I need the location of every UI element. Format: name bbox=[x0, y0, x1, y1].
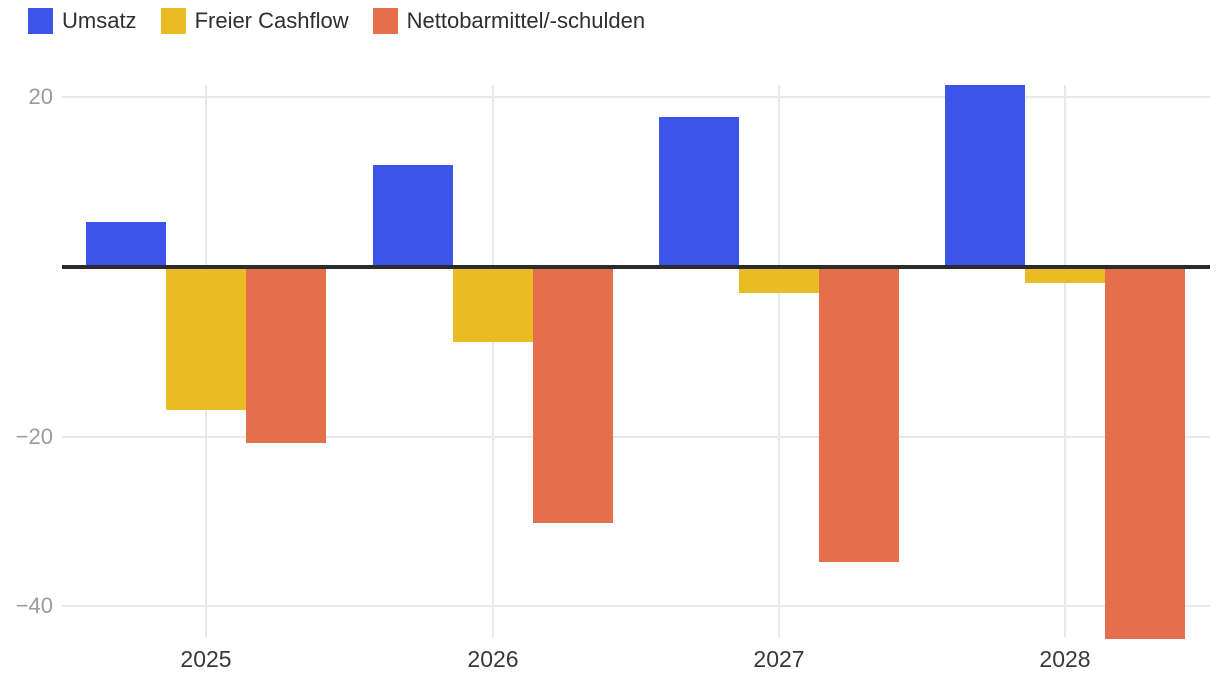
bar-freier-cashflow-2025[interactable] bbox=[166, 267, 246, 410]
legend-label-freier-cashflow: Freier Cashflow bbox=[194, 8, 349, 33]
legend-label-umsatz: Umsatz bbox=[62, 8, 137, 33]
bar-umsatz-2028[interactable] bbox=[945, 85, 1025, 267]
y-tick-label--20: −20 bbox=[15, 424, 53, 449]
bar-umsatz-2027[interactable] bbox=[659, 117, 739, 267]
bar-nettobarmittel-schulden-2025[interactable] bbox=[246, 267, 326, 443]
x-axis-zero-line bbox=[62, 265, 1210, 269]
legend-swatch-freier-cashflow bbox=[160, 8, 186, 34]
x-tick-label-2027: 2027 bbox=[753, 646, 805, 672]
bar-umsatz-2025[interactable] bbox=[86, 222, 166, 267]
gridline-y--40 bbox=[62, 605, 1210, 607]
bar-nettobarmittel-schulden-2028[interactable] bbox=[1105, 267, 1185, 639]
legend-swatch-nettobarmittel bbox=[372, 8, 398, 34]
gridline-x-2026 bbox=[492, 85, 494, 637]
legend-swatch-umsatz bbox=[28, 8, 53, 34]
bar-nettobarmittel-schulden-2027[interactable] bbox=[819, 267, 899, 562]
y-tick-label--40: −40 bbox=[15, 593, 53, 618]
legend-label-nettobarmittel: Nettobarmittel/-schulden bbox=[406, 8, 646, 33]
legend-item-umsatz[interactable]: Umsatz bbox=[28, 8, 137, 34]
x-tick-label-2028: 2028 bbox=[1039, 646, 1091, 672]
chart-legend: Umsatz Freier Cashflow Nettobarmittel/-s… bbox=[28, 8, 645, 34]
bar-nettobarmittel-schulden-2026[interactable] bbox=[533, 267, 613, 523]
gridline-x-2028 bbox=[1064, 85, 1066, 637]
legend-item-nettobarmittel[interactable]: Nettobarmittel/-schulden bbox=[372, 8, 646, 34]
legend-item-freier-cashflow[interactable]: Freier Cashflow bbox=[160, 8, 349, 34]
bar-freier-cashflow-2028[interactable] bbox=[1025, 267, 1105, 283]
x-tick-label-2026: 2026 bbox=[467, 646, 519, 672]
gridline-x-2027 bbox=[778, 85, 780, 637]
y-tick-label-20: 20 bbox=[28, 84, 53, 109]
x-tick-label-2025: 2025 bbox=[180, 646, 232, 672]
bar-freier-cashflow-2026[interactable] bbox=[453, 267, 533, 342]
bar-umsatz-2026[interactable] bbox=[373, 165, 453, 267]
gridline-y--20 bbox=[62, 436, 1210, 438]
bar-freier-cashflow-2027[interactable] bbox=[739, 267, 819, 293]
gridline-y-20 bbox=[62, 96, 1210, 98]
